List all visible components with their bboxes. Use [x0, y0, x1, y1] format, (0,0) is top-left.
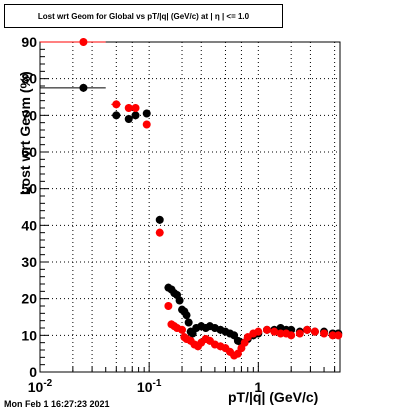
y-tick-label: 30	[21, 254, 37, 270]
plot-frame	[39, 41, 341, 373]
x-tick-labels: 10-2 10-1 1	[28, 378, 263, 395]
data-point	[328, 331, 337, 340]
chart-title: Lost wrt Geom for Global vs pT/|q| (GeV/…	[4, 4, 283, 28]
data-point	[303, 325, 312, 334]
data-point	[124, 115, 133, 123]
data-point	[334, 331, 343, 340]
data-point	[155, 215, 164, 224]
y-tick-label: 80	[21, 71, 37, 87]
timestamp: Mon Feb 1 16:27:23 2021	[4, 399, 110, 409]
y-tick-label: 10	[21, 327, 37, 343]
y-tick-label: 20	[21, 291, 37, 307]
data-point	[254, 327, 263, 336]
data-point	[310, 327, 319, 336]
data-point	[182, 311, 191, 320]
data-point	[320, 329, 329, 338]
x-tick-label: 10-1	[137, 378, 162, 395]
data-point	[164, 302, 173, 310]
data-point	[184, 318, 193, 327]
y-tick-labels: 0 10 20 30 40 50 60 70 80 90	[21, 34, 37, 380]
data-point	[112, 100, 121, 109]
data-point	[131, 111, 140, 120]
y-tick-label: 90	[21, 34, 37, 50]
data-point	[287, 331, 296, 340]
data-point	[295, 329, 304, 338]
y-tick-label: 60	[21, 144, 37, 160]
data-points	[40, 38, 343, 360]
data-point	[276, 329, 285, 338]
y-tick-label: 50	[21, 181, 37, 197]
x-axis-label: pT/|q| (GeV/c)	[228, 389, 319, 405]
data-point	[262, 325, 271, 334]
y-tick-label: 70	[21, 107, 37, 123]
data-point	[142, 120, 151, 129]
data-point	[178, 325, 187, 334]
data-point	[112, 111, 121, 120]
data-point	[79, 38, 88, 46]
data-point	[175, 296, 184, 305]
data-point	[155, 228, 164, 237]
x-tick-label: 1	[254, 379, 262, 395]
data-point	[270, 327, 279, 336]
data-point	[79, 83, 88, 92]
data-point	[131, 104, 140, 112]
y-tick-label: 40	[21, 217, 37, 233]
data-point	[124, 104, 133, 112]
y-tick-label: 0	[29, 364, 37, 380]
y-axis-label: Lost wrt Geom (%)	[17, 71, 33, 195]
data-point	[142, 109, 151, 118]
axis-ticks	[39, 41, 336, 373]
x-tick-label: 10-2	[28, 378, 53, 395]
